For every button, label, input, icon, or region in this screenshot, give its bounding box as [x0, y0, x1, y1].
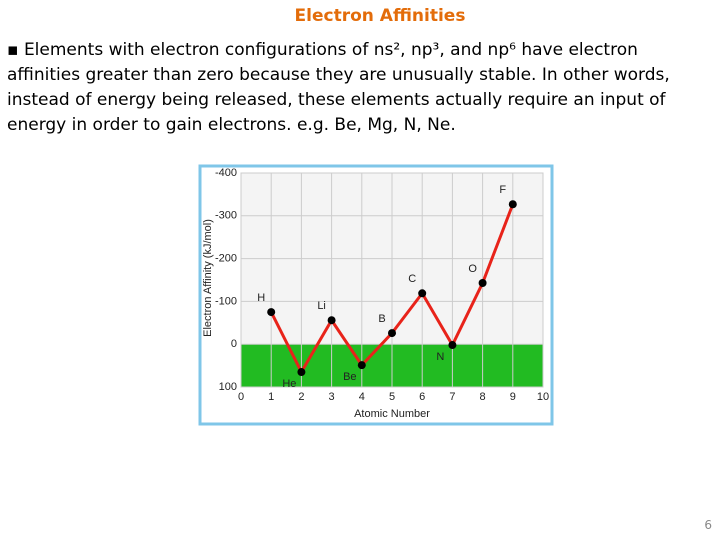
- point-label: F: [499, 184, 506, 196]
- point-label: B: [378, 313, 385, 325]
- y-tick-label: 0: [231, 338, 237, 350]
- bullet-body: Elements with electron configurations of…: [7, 40, 670, 135]
- data-point: [297, 368, 306, 377]
- bullet-text: ▪ Elements with electron configurations …: [7, 40, 670, 135]
- x-tick-label: 0: [238, 391, 244, 403]
- x-tick-label: 3: [329, 391, 335, 403]
- x-tick-label: 10: [537, 391, 549, 403]
- point-label: He: [282, 378, 296, 390]
- page-number: 6: [704, 518, 712, 532]
- x-tick-label: 5: [389, 391, 395, 403]
- point-label: C: [408, 273, 416, 285]
- data-point: [448, 341, 457, 350]
- data-point: [478, 278, 487, 287]
- data-point: [267, 308, 276, 317]
- point-label: N: [436, 351, 444, 363]
- y-tick-label: -100: [215, 295, 237, 307]
- point-label: Li: [317, 300, 326, 312]
- data-point: [357, 361, 366, 370]
- x-tick-label: 7: [449, 391, 455, 403]
- x-tick-label: 6: [419, 391, 425, 403]
- x-tick-label: 4: [359, 391, 365, 403]
- x-tick-label: 2: [298, 391, 304, 403]
- point-label: Be: [343, 371, 356, 383]
- data-point: [418, 289, 427, 298]
- x-tick-label: 9: [510, 391, 516, 403]
- data-point: [508, 200, 517, 209]
- point-label: H: [257, 292, 265, 304]
- y-tick-label: -300: [215, 210, 237, 222]
- x-tick-label: 8: [480, 391, 486, 403]
- x-tick-label: 1: [268, 391, 274, 403]
- y-axis-label: Electron Affinity (kJ/mol): [202, 219, 214, 337]
- data-point: [327, 316, 336, 325]
- y-tick-label: -400: [215, 167, 237, 179]
- slide-title: Electron Affinities: [294, 6, 466, 26]
- x-axis-label: Atomic Number: [354, 408, 430, 420]
- y-tick-label: -200: [215, 253, 237, 265]
- data-point: [388, 329, 396, 338]
- y-tick-label: 100: [219, 381, 237, 393]
- point-label: O: [468, 263, 477, 275]
